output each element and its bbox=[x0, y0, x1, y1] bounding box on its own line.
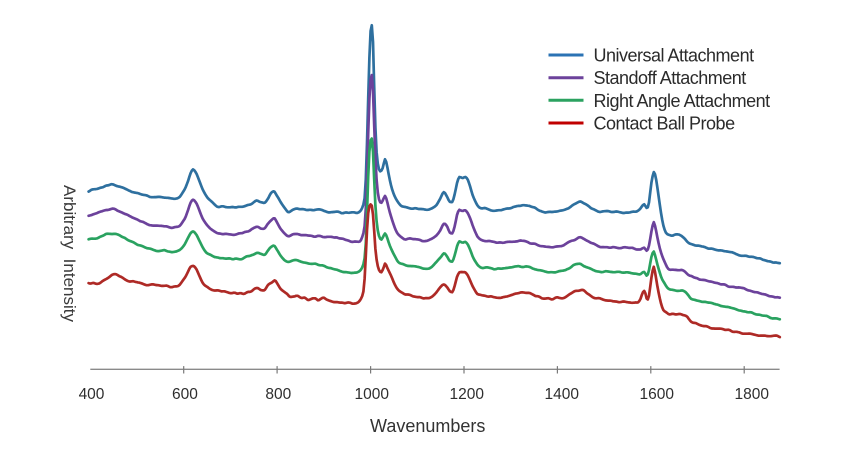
svg-text:1600: 1600 bbox=[640, 386, 675, 403]
svg-text:1200: 1200 bbox=[450, 386, 485, 403]
svg-text:Arbitrary Intensity: Arbitrary Intensity bbox=[60, 185, 79, 322]
svg-text:1800: 1800 bbox=[735, 386, 770, 403]
svg-text:Right Angle Attachment: Right Angle Attachment bbox=[594, 91, 771, 111]
svg-text:1400: 1400 bbox=[545, 386, 580, 403]
svg-text:Standoff Attachment: Standoff Attachment bbox=[594, 68, 747, 88]
svg-text:Wavenumbers: Wavenumbers bbox=[370, 416, 485, 436]
svg-text:400: 400 bbox=[79, 386, 105, 403]
svg-text:800: 800 bbox=[265, 386, 291, 403]
svg-text:600: 600 bbox=[172, 386, 198, 403]
svg-text:1000: 1000 bbox=[355, 386, 390, 403]
svg-text:Universal Attachment: Universal Attachment bbox=[594, 46, 755, 66]
svg-text:Contact Ball Probe: Contact Ball Probe bbox=[594, 114, 736, 134]
